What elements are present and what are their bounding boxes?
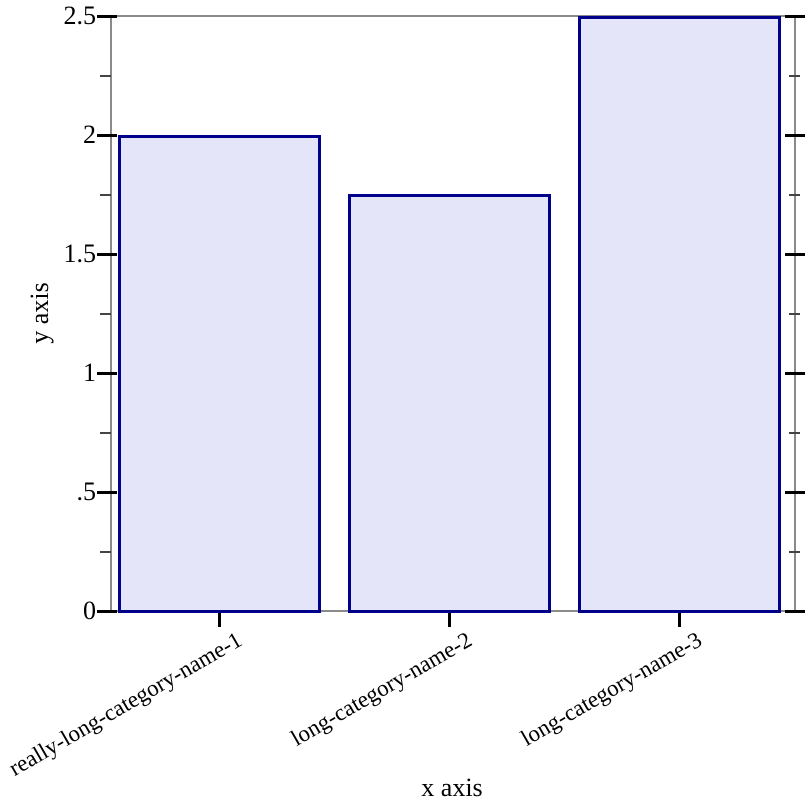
y-major-tick-left: [97, 134, 117, 137]
y-minor-tick-right: [789, 551, 800, 553]
bar-long-category-name-2: [348, 194, 551, 613]
y-minor-tick-right: [789, 194, 800, 196]
y-tick-label: 1: [83, 358, 96, 387]
y-minor-tick-left: [100, 75, 111, 77]
y-major-tick-right: [785, 15, 805, 18]
bar-really-long-category-name-1: [118, 135, 321, 613]
y-tick-label: 1.5: [63, 239, 97, 268]
y-minor-tick-left: [100, 194, 111, 196]
y-minor-tick-right: [789, 75, 800, 77]
y-major-tick-left: [97, 253, 117, 256]
y-tick-label: 0: [83, 596, 96, 625]
y-tick-label: 2: [83, 120, 96, 149]
x-tick: [448, 612, 451, 627]
y-minor-tick-left: [100, 432, 111, 434]
y-major-tick-right: [785, 491, 805, 494]
y-major-tick-left: [97, 610, 117, 613]
y-minor-tick-right: [789, 432, 800, 434]
plot-border-top: [110, 15, 796, 17]
y-axis-line: [110, 15, 112, 612]
y-axis-title: y axis: [25, 282, 54, 344]
y-major-tick-right: [785, 372, 805, 375]
y-tick-label: 2.5: [63, 1, 97, 30]
y-tick-label: .5: [76, 477, 97, 506]
y-minor-tick-left: [100, 313, 111, 315]
bar-long-category-name-3: [578, 16, 781, 613]
x-tick: [218, 612, 221, 627]
y-major-tick-right: [785, 134, 805, 137]
y-major-tick-right: [785, 610, 805, 613]
y-minor-tick-right: [789, 313, 800, 315]
y-major-tick-left: [97, 15, 117, 18]
x-tick: [678, 612, 681, 627]
y-major-tick-left: [97, 372, 117, 375]
y-major-tick-left: [97, 491, 117, 494]
x-axis-title: x axis: [421, 773, 483, 802]
y-minor-tick-left: [100, 551, 111, 553]
y-major-tick-right: [785, 253, 805, 256]
